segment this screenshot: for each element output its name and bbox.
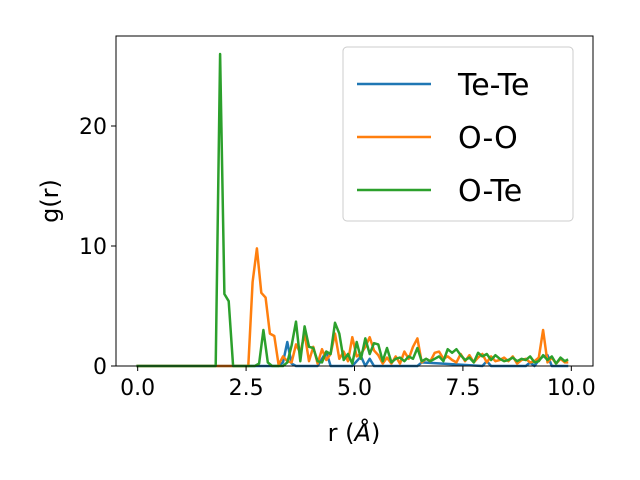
x-tick-label: 10.0 xyxy=(547,376,596,401)
legend-label-te-te: Te-Te xyxy=(457,68,529,103)
x-tick-label: 7.5 xyxy=(445,376,480,401)
x-tick-label: 5.0 xyxy=(337,376,372,401)
y-tick-label: 20 xyxy=(79,115,107,140)
legend-label-o-o: O-O xyxy=(458,121,518,156)
legend-box xyxy=(342,46,574,222)
y-axis-label: g(r) xyxy=(36,179,64,223)
y-tick-label: 10 xyxy=(79,235,107,260)
series-line-o-te xyxy=(136,52,569,368)
legend: Te-Te O-O O-Te xyxy=(342,46,574,222)
legend-label-o-te: O-Te xyxy=(458,174,522,209)
x-tick-label: 2.5 xyxy=(229,376,264,401)
ticks-layer: 0.0 2.5 5.0 7.5 10.0 0 10 20 xyxy=(79,115,596,401)
x-axis-label: r (Å) xyxy=(328,418,381,447)
y-tick-label: 0 xyxy=(93,355,107,380)
x-tick-label: 0.0 xyxy=(120,376,155,401)
